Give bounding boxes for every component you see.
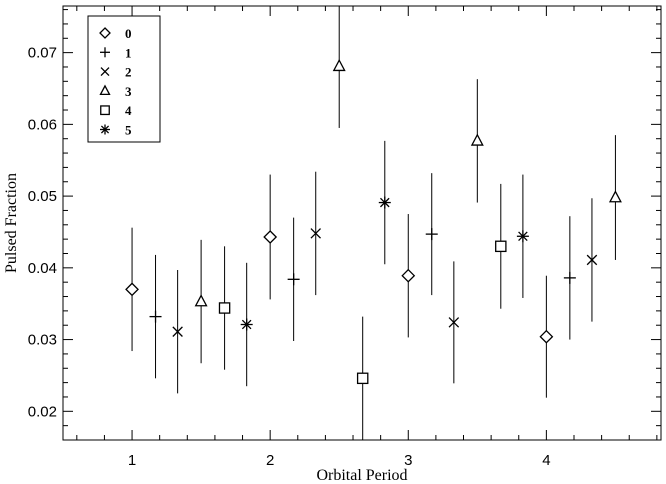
series-4 xyxy=(218,183,507,440)
series-1 xyxy=(149,173,576,379)
legend-label: 0 xyxy=(125,26,132,41)
point-marker-plus xyxy=(563,271,576,284)
legend-label: 5 xyxy=(125,123,132,138)
plot-frame xyxy=(62,5,662,441)
legend-label: 2 xyxy=(125,65,132,80)
legend-marker-diamond xyxy=(99,27,111,39)
y-tick-labels: 0.02 0.03 0.04 0.05 0.06 0.07 xyxy=(28,45,57,421)
y-tick-label: 0.02 xyxy=(28,403,57,420)
y-axis-label: Pulsed Fraction xyxy=(3,173,20,273)
legend-marker-triangle xyxy=(99,84,111,96)
data-points xyxy=(125,6,622,440)
point-marker-plus xyxy=(287,273,300,286)
point-marker-x xyxy=(310,228,321,239)
series-2 xyxy=(172,171,598,394)
point-marker-triangle xyxy=(332,58,346,72)
series-3 xyxy=(194,6,622,364)
y-tick-label: 0.05 xyxy=(28,188,57,205)
point-marker-square xyxy=(495,240,507,253)
point-marker-asterisk xyxy=(240,318,253,331)
y-tick-label: 0.04 xyxy=(28,260,57,277)
point-marker-plus xyxy=(425,228,438,241)
x-tick-label: 1 xyxy=(128,452,136,469)
legend-marker-asterisk xyxy=(100,124,110,135)
point-marker-square xyxy=(356,372,369,385)
point-marker-x xyxy=(172,326,183,337)
x-tick-label: 2 xyxy=(266,452,274,469)
legend-marker-plus xyxy=(100,47,110,58)
x-tick-labels: 1 2 3 4 xyxy=(128,452,551,469)
x-tick-label: 3 xyxy=(404,452,412,469)
legend: 0 1 2 3 4 5 xyxy=(99,26,132,138)
point-marker-triangle xyxy=(608,190,622,203)
point-marker-diamond xyxy=(539,329,554,344)
point-marker-x xyxy=(586,254,598,266)
legend-marker-x xyxy=(100,67,110,77)
point-marker-triangle xyxy=(470,133,484,146)
legend-label: 3 xyxy=(125,84,132,99)
point-marker-diamond xyxy=(125,282,139,297)
legend-marker-square xyxy=(100,105,110,116)
x-axis-label: Orbital Period xyxy=(316,467,407,484)
point-marker-asterisk xyxy=(516,230,529,243)
legend-box xyxy=(87,15,161,143)
point-marker-diamond xyxy=(263,230,278,244)
y-tick-label: 0.07 xyxy=(28,45,57,62)
x-tick-label: 4 xyxy=(542,452,550,469)
y-tick-label: 0.03 xyxy=(28,332,57,349)
point-marker-triangle xyxy=(194,294,208,307)
series-0 xyxy=(125,174,554,398)
axis-ticks xyxy=(63,6,661,441)
legend-label: 4 xyxy=(125,103,132,118)
point-marker-asterisk xyxy=(378,196,391,209)
legend-label: 1 xyxy=(125,45,132,60)
point-marker-square xyxy=(218,302,231,314)
point-marker-plus xyxy=(149,310,162,323)
series-5 xyxy=(240,140,529,387)
point-marker-diamond xyxy=(401,268,416,283)
y-tick-label: 0.06 xyxy=(28,116,57,133)
point-marker-x xyxy=(448,317,460,328)
